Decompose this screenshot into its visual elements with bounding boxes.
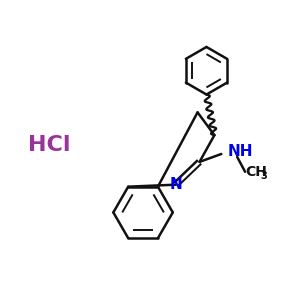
Text: HCl: HCl — [28, 135, 70, 155]
Text: NH: NH — [227, 145, 253, 160]
Text: CH: CH — [245, 165, 267, 179]
Text: N: N — [169, 177, 182, 192]
Text: 3: 3 — [260, 171, 267, 181]
